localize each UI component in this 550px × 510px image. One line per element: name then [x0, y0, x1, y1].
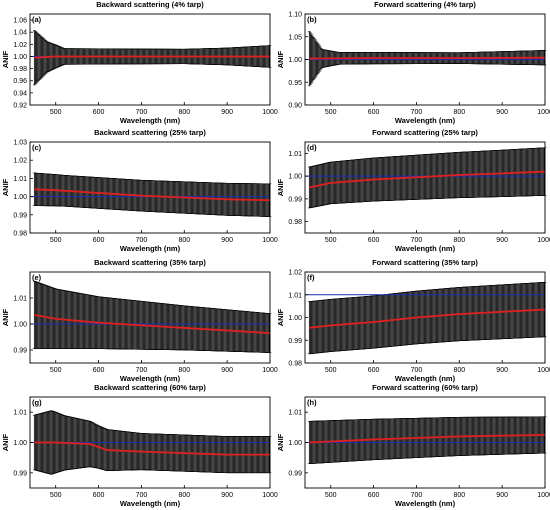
y-tick-label: 1.03: [13, 140, 27, 147]
x-axis-label: Wavelength (nm): [395, 244, 456, 253]
y-tick-label: 1.01: [288, 151, 302, 158]
mean-series-line: [309, 170, 545, 189]
x-axis-label: Wavelength (nm): [120, 116, 181, 125]
chart-title: Forward scattering (35% tarp): [372, 258, 478, 267]
x-tick-label: 800: [453, 109, 465, 116]
x-tick-label: 500: [325, 109, 337, 116]
mean-series-line: [34, 188, 270, 202]
y-tick-label: 0.90: [288, 103, 302, 110]
mean-series-line: [34, 55, 270, 59]
plot-frame: [29, 141, 271, 234]
chart-panel-b: Forward scattering (4% tarp) (b) 500 600 700…: [276, 0, 550, 125]
x-tick-label: 900: [221, 367, 233, 374]
x-tick-label: 800: [178, 109, 190, 116]
y-tick-label: 0.99: [13, 212, 27, 219]
y-tick-label: 0.99: [13, 348, 27, 355]
y-tick-label: 0.99: [288, 196, 302, 203]
chart-title: Forward scattering (4% tarp): [374, 0, 476, 9]
y-tick-label: 1.00: [13, 322, 27, 329]
mean-series-line: [34, 314, 270, 334]
chart-panel-a: Backward scattering (4% tarp) (a) 500 600 70…: [1, 0, 278, 125]
x-tick-label: 500: [50, 109, 62, 116]
x-tick-label: 600: [368, 237, 380, 244]
y-axis-label: ANIF: [276, 178, 285, 196]
x-tick-label: 900: [496, 109, 508, 116]
x-tick-label: 1000: [262, 237, 278, 244]
y-tick-label: 1.06: [13, 18, 27, 25]
chart-title: Backward scattering (4% tarp): [96, 0, 204, 9]
chart-panel-d: Forward scattering (25% tarp) (d) 500 600 70…: [276, 128, 550, 253]
y-tick-label: 0.95: [288, 80, 302, 87]
y-tick-label: 1.04: [13, 30, 27, 37]
y-tick-label: 0.98: [13, 66, 27, 73]
x-tick-label: 900: [496, 237, 508, 244]
x-tick-label: 700: [136, 237, 148, 244]
y-tick-label: 1.02: [13, 158, 27, 165]
x-tick-label: 1000: [262, 109, 278, 116]
x-tick-label: 700: [136, 109, 148, 116]
x-tick-label: 1000: [262, 367, 278, 374]
y-tick-label: 1.00: [13, 194, 27, 201]
y-tick-label: 1.05: [288, 34, 302, 41]
x-tick-label: 1000: [537, 109, 550, 116]
x-tick-label: 800: [178, 237, 190, 244]
panel-label: (f): [307, 273, 315, 282]
x-axis-label: Wavelength (nm): [120, 244, 181, 253]
x-tick-label: 500: [325, 237, 337, 244]
plot-frame: [29, 13, 271, 106]
x-axis-label: Wavelength (nm): [395, 116, 456, 125]
chart-title: Backward scattering (35% tarp): [94, 258, 206, 267]
x-tick-label: 900: [221, 237, 233, 244]
x-tick-label: 900: [221, 109, 233, 116]
y-tick-label: 1.10: [288, 12, 302, 19]
x-tick-label: 800: [453, 237, 465, 244]
x-tick-label: 600: [93, 367, 105, 374]
y-tick-label: 0.94: [13, 90, 27, 97]
y-tick-label: 0.98: [13, 231, 27, 238]
y-tick-label: 0.98: [288, 219, 302, 226]
y-tick-label: 0.96: [13, 78, 27, 85]
x-tick-label: 700: [411, 109, 423, 116]
x-tick-label: 700: [411, 237, 423, 244]
x-tick-label: 500: [50, 237, 62, 244]
panel-label: (b): [307, 15, 317, 24]
chart-title: Forward scattering (25% tarp): [372, 128, 478, 137]
panel-label: (a): [32, 15, 42, 24]
x-tick-label: 800: [178, 367, 190, 374]
chart-panel-f: Forward scattering (35% tarp)(f)500 600 70…: [276, 258, 550, 383]
chart-panel-e: Backward scattering (35% tarp) (e) 500 600 7…: [1, 258, 278, 383]
y-tick-label: 0.92: [13, 103, 27, 110]
y-axis-label: ANIF: [1, 308, 10, 326]
chart-panel-c: Backward scattering (25% tarp) (c) 500 600 7…: [1, 128, 278, 253]
y-tick-label: 1.01: [13, 176, 27, 183]
chart-title: Backward scattering (25% tarp): [94, 128, 206, 137]
y-axis-label: ANIF: [276, 50, 285, 68]
y-tick-label: 1.00: [13, 54, 27, 61]
panel-label: (e): [32, 273, 42, 282]
x-tick-label: 500: [50, 367, 62, 374]
y-axis-label: ANIF: [1, 178, 10, 196]
y-tick-label: 1.02: [13, 42, 27, 49]
mean-series-line: [309, 56, 545, 60]
x-tick-label: 600: [93, 237, 105, 244]
plot-frame: [29, 271, 271, 364]
plot-frame: [304, 141, 546, 234]
x-tick-label: 600: [368, 109, 380, 116]
x-tick-label: 600: [93, 109, 105, 116]
panel-label: (d): [307, 143, 317, 152]
x-tick-label: 1000: [537, 237, 550, 244]
panel-label: (c): [32, 143, 42, 152]
x-axis-label: Wavelength (nm): [120, 374, 181, 383]
y-tick-label: 1.00: [288, 174, 302, 181]
y-tick-label: 1.01: [13, 296, 27, 303]
x-tick-label: 700: [136, 367, 148, 374]
y-tick-label: 1.00: [288, 57, 302, 64]
y-axis-label: ANIF: [1, 50, 10, 68]
